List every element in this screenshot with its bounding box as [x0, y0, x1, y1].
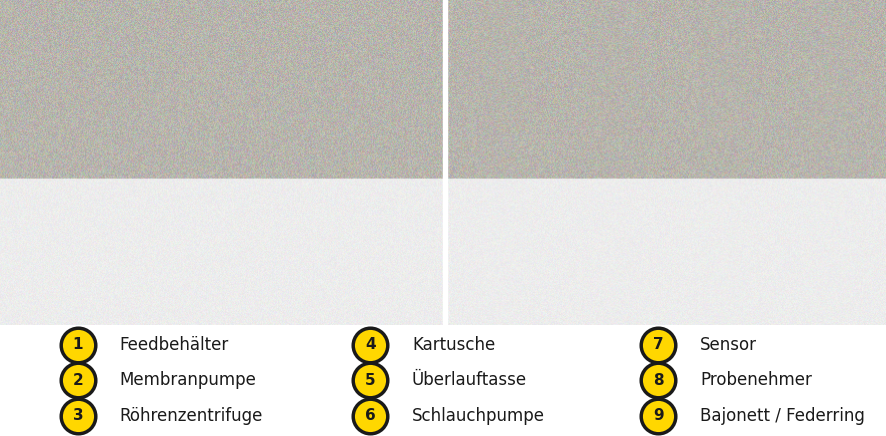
- Text: 2: 2: [73, 373, 83, 388]
- Text: 1: 1: [73, 337, 83, 352]
- Text: Röhrenzentrifuge: Röhrenzentrifuge: [120, 407, 263, 425]
- Point: [651, 412, 665, 419]
- Text: 3: 3: [73, 409, 83, 423]
- Text: 6: 6: [365, 409, 376, 423]
- Text: Überlauftasse: Überlauftasse: [412, 371, 527, 389]
- Point: [363, 377, 377, 384]
- Text: 5: 5: [365, 373, 376, 388]
- Text: 4: 4: [365, 337, 376, 352]
- Text: Bajonett / Federring: Bajonett / Federring: [700, 407, 865, 425]
- Text: Schlauchpumpe: Schlauchpumpe: [412, 407, 545, 425]
- Point: [71, 412, 85, 419]
- Text: Feedbehälter: Feedbehälter: [120, 336, 229, 354]
- Point: [71, 377, 85, 384]
- Point: [651, 341, 665, 348]
- Text: 9: 9: [653, 409, 664, 423]
- Text: Kartusche: Kartusche: [412, 336, 495, 354]
- Text: Sensor: Sensor: [700, 336, 757, 354]
- Text: Probenehmer: Probenehmer: [700, 371, 812, 389]
- Text: Membranpumpe: Membranpumpe: [120, 371, 256, 389]
- Bar: [443, 0, 447, 325]
- Text: 7: 7: [653, 337, 664, 352]
- Point: [71, 341, 85, 348]
- Point: [651, 377, 665, 384]
- Point: [363, 412, 377, 419]
- Point: [363, 341, 377, 348]
- Text: 8: 8: [653, 373, 664, 388]
